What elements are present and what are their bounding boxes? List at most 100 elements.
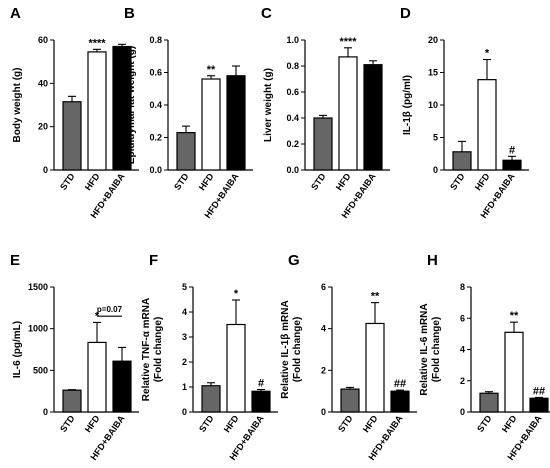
y-axis-label: Relative TNF-α mRNA	[141, 298, 152, 401]
y-tick-label: 8	[460, 282, 465, 292]
y-tick-label: 0.2	[286, 139, 299, 149]
bar-std	[62, 101, 82, 171]
bar-hfd-baiba	[363, 64, 383, 171]
y-tick-label: 6	[460, 313, 465, 323]
bar-hfd-baiba	[226, 75, 246, 171]
bar-std	[452, 151, 472, 171]
y-tick-label: 0.4	[286, 113, 299, 123]
bar-std	[176, 132, 196, 171]
bar-std	[479, 392, 499, 413]
panel-f: F 0 1 2 3 4 5 Relative TNF-α mRNA (Fold change) S…	[141, 252, 278, 462]
x-tick-label: HFD	[222, 413, 241, 434]
x-tick-label: STD	[58, 171, 77, 192]
y-axis-label: IL-1β (pg/ml)	[402, 75, 413, 135]
y-axis-label: Relative IL-6 mRNA	[419, 303, 430, 395]
panel-h: H 0 2 4 6 8 Relative IL-6 mRNA (Fold change) STD…	[419, 252, 550, 462]
y-tick-label: 4	[460, 345, 465, 355]
y-tick-label: 0	[43, 165, 48, 175]
significance-label: ##	[394, 378, 406, 390]
y-tick-label: 1	[182, 382, 187, 392]
y-axis-label: Liver weight (g)	[263, 68, 274, 142]
significance-label: ****	[339, 36, 357, 48]
y-tick-label: 4	[321, 324, 326, 334]
x-tick-label: STD	[172, 171, 191, 192]
y-tick-label: 500	[33, 365, 48, 375]
y-tick-label: 0.8	[149, 35, 162, 45]
y-axis-label: IL-6 (pg/mL)	[12, 321, 23, 378]
y-tick-label: 0	[460, 407, 465, 417]
y-axis-label: Relative IL-1β mRNA	[280, 300, 291, 398]
bar-hfd	[338, 56, 358, 171]
y-tick-label: 3	[182, 332, 187, 342]
y-tick-label: 4	[182, 307, 187, 317]
y-tick-label: 1500	[28, 282, 48, 292]
significance-label: #	[258, 378, 264, 390]
bar-hfd	[87, 51, 107, 171]
y-tick-label: 60	[38, 35, 48, 45]
significance-label: **	[371, 291, 380, 303]
significance-label: ****	[88, 37, 106, 49]
bar-std	[62, 389, 82, 413]
y-tick-label: 20	[428, 35, 438, 45]
x-tick-label: HFD	[473, 171, 492, 192]
y-tick-label: 5	[182, 282, 187, 292]
bar-hfd	[365, 322, 385, 413]
x-tick-label: HFD	[500, 413, 519, 434]
bar-std	[313, 117, 333, 171]
panel-letter: D	[400, 5, 411, 22]
panel-letter: H	[427, 252, 438, 269]
x-tick-label: STD	[475, 413, 494, 434]
bar-hfd	[504, 331, 524, 413]
y-tick-label: 0.6	[149, 68, 162, 78]
significance-label: **	[207, 64, 216, 76]
y-axis-label: (Fold change)	[431, 317, 442, 383]
x-tick-label: STD	[58, 413, 77, 434]
bar-hfd	[226, 323, 246, 413]
y-tick-label: 0.8	[286, 61, 299, 71]
y-axis-label: Epididymal fat weight (g)	[126, 46, 137, 164]
y-tick-label: 2	[321, 365, 326, 375]
y-tick-label: 0.6	[286, 87, 299, 97]
significance-label: ##	[533, 385, 545, 397]
bar-hfd-baiba	[529, 397, 549, 413]
y-tick-label: 0	[321, 407, 326, 417]
x-tick-label: STD	[336, 413, 355, 434]
y-tick-label: 0	[433, 165, 438, 175]
x-tick-label: HFD	[361, 413, 380, 434]
y-tick-label: 15	[428, 68, 438, 78]
y-tick-label: 1.0	[286, 35, 299, 45]
y-tick-label: 6	[321, 282, 326, 292]
panel-letter: B	[124, 5, 135, 22]
y-axis-label: Body weight (g)	[12, 68, 23, 143]
panel-c: C 0.0 0.2 0.4 0.6 0.8 1.0 Liver weight (g) STD **…	[261, 5, 390, 220]
x-tick-label: HFD	[197, 171, 216, 192]
panel-letter: A	[10, 5, 21, 22]
y-tick-label: 0.4	[149, 100, 162, 110]
bar-hfd-baiba	[390, 390, 410, 413]
panel-letter: G	[288, 252, 300, 269]
x-tick-label: STD	[448, 171, 467, 192]
y-axis-label: (Fold change)	[153, 317, 164, 383]
y-tick-label: 0	[182, 407, 187, 417]
significance-label: *	[234, 288, 239, 300]
bar-hfd-baiba	[251, 390, 271, 413]
bar-hfd-baiba	[502, 159, 522, 171]
panel-letter: E	[10, 252, 20, 269]
y-tick-label: 5	[433, 133, 438, 143]
x-tick-label: STD	[309, 171, 328, 192]
y-tick-label: 2	[460, 376, 465, 386]
y-tick-label: 10	[428, 100, 438, 110]
x-tick-label: HFD	[83, 171, 102, 192]
y-axis-label: (Fold change)	[292, 317, 303, 383]
x-tick-label: HFD	[334, 171, 353, 192]
bar-hfd	[87, 341, 107, 413]
significance-label: *	[485, 48, 490, 60]
bar-hfd	[201, 78, 221, 171]
y-tick-label: 1000	[28, 324, 48, 334]
y-tick-label: 0	[43, 407, 48, 417]
significance-label: **	[510, 310, 519, 322]
panel-g: G 0 2 4 6 Relative IL-1β mRNA (Fold change) STD…	[280, 252, 417, 462]
panel-letter: F	[149, 252, 158, 269]
